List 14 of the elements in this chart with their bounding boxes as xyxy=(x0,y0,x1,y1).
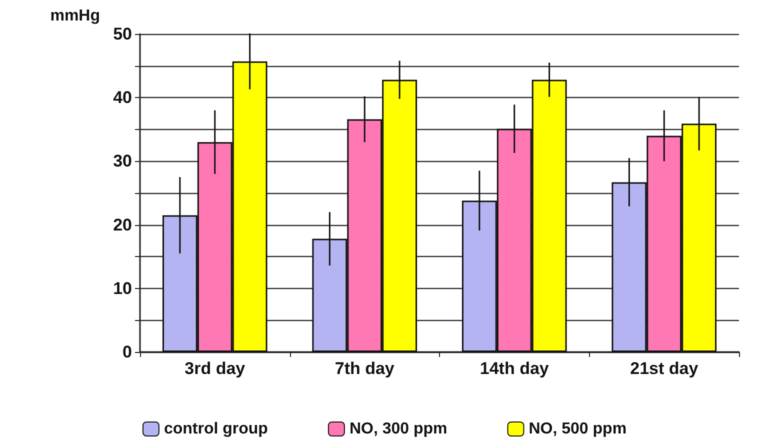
y-tick-label: 40 xyxy=(113,88,132,108)
x-tick-label: 14th day xyxy=(480,359,550,378)
x-tick-label: 7th day xyxy=(334,359,395,378)
y-tick-label: 20 xyxy=(113,215,132,234)
y-tick-label: 30 xyxy=(113,152,132,171)
y-tick-label: 0 xyxy=(122,342,132,362)
x-tick-label: 21st day xyxy=(630,359,699,378)
x-tick-label: 3rd day xyxy=(184,359,246,378)
y-axis-title: mmHg xyxy=(50,8,100,24)
y-tick-label: 10 xyxy=(113,278,132,298)
legend-label: NO, 500 ppm xyxy=(528,420,627,438)
legend-label: NO, 300 ppm xyxy=(349,420,448,438)
y-tick-label: 50 xyxy=(113,24,132,44)
legend-label: control group xyxy=(164,420,268,438)
